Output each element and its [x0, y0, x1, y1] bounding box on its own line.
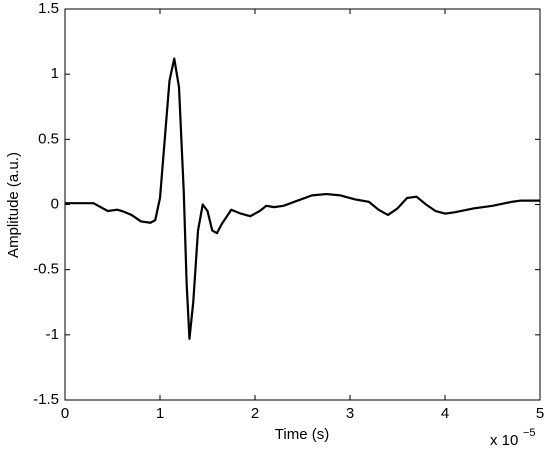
y-axis-label: Amplitude (a.u.) — [5, 152, 22, 258]
y-tick-label: -1 — [46, 326, 59, 343]
y-tick-label: 0 — [51, 195, 59, 212]
x-tick-label: 3 — [346, 405, 354, 422]
x-multiplier-exponent: −5 — [523, 427, 536, 439]
x-multiplier: x 10 — [490, 432, 518, 449]
y-tick-label: -0.5 — [33, 261, 59, 278]
x-tick-label: 1 — [156, 405, 164, 422]
x-axis-label: Time (s) — [275, 426, 329, 443]
y-tick-label: -1.5 — [33, 391, 59, 408]
line-series — [65, 57, 540, 340]
x-tick-label: 2 — [251, 405, 259, 422]
y-tick-label: 1.5 — [38, 0, 59, 17]
x-tick-label: 5 — [536, 405, 544, 422]
x-tick-label: 4 — [441, 405, 449, 422]
y-tick-label: 1 — [51, 65, 59, 82]
y-tick-label: 0.5 — [38, 130, 59, 147]
axes-box — [64, 8, 541, 401]
x-tick-label: 0 — [61, 405, 69, 422]
